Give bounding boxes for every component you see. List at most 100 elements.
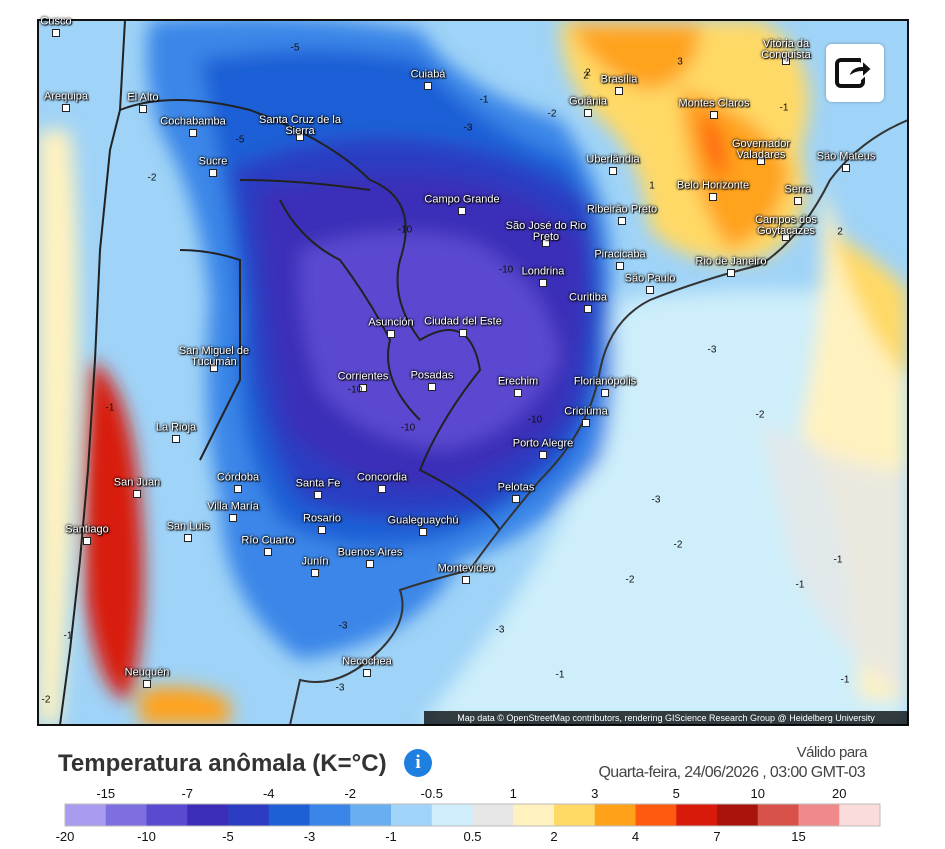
city-marker xyxy=(378,485,386,493)
city-marker xyxy=(757,157,765,165)
city-marker xyxy=(710,111,718,119)
contour-label: -3 xyxy=(338,620,348,632)
city-marker xyxy=(363,669,371,677)
city-marker xyxy=(419,528,427,536)
contour-label: -3 xyxy=(707,344,717,356)
colorbar-tick-label: -4 xyxy=(262,786,275,801)
colorbar-tick-label: -5 xyxy=(222,829,234,844)
contour-label: -2 xyxy=(547,108,557,120)
city-marker xyxy=(210,364,218,372)
share-button[interactable] xyxy=(826,44,884,102)
colorbar-tick-label: -10 xyxy=(137,829,156,844)
colorbar-tick-label: -0.5 xyxy=(420,786,443,801)
city-marker xyxy=(139,105,147,113)
city-label: Santa Cruz de la Sierra xyxy=(259,114,341,137)
city-marker xyxy=(143,680,151,688)
city-label: Florianópolis xyxy=(573,375,637,388)
contour-label: -1 xyxy=(833,554,843,566)
city-label: Montevideo xyxy=(437,562,495,575)
contour-label: -1 xyxy=(105,402,115,414)
city-label: Santa Fe xyxy=(295,477,341,490)
city-label: Córdoba xyxy=(216,471,260,484)
info-button[interactable]: i xyxy=(404,749,432,777)
contour-label: 3 xyxy=(677,56,683,68)
coastline xyxy=(289,119,908,725)
city-marker xyxy=(172,435,180,443)
colorbar-tick-label: -7 xyxy=(181,786,194,801)
city-marker xyxy=(616,262,624,270)
city-marker xyxy=(133,490,141,498)
contour-label: -10 xyxy=(347,384,363,396)
city-marker xyxy=(462,576,470,584)
city-label: Vitória da Conquista xyxy=(761,38,811,61)
city-label: El Alto xyxy=(127,91,159,104)
city-marker xyxy=(539,451,547,459)
city-marker xyxy=(366,560,374,568)
city-label: Campo Grande xyxy=(424,193,500,206)
valid-time: Quarta-feira, 24/06/2026 , 03:00 GMT-03 xyxy=(598,764,865,781)
contour-label: -10 xyxy=(498,264,514,276)
city-marker xyxy=(842,164,850,172)
contour-label: 1 xyxy=(649,180,655,192)
colorbar-tick-label: -1 xyxy=(385,829,397,844)
city-label: Curitiba xyxy=(569,291,607,304)
city-label: Uberlândia xyxy=(586,153,640,166)
city-label: São José do Rio Preto xyxy=(505,220,587,243)
contour-label: -10 xyxy=(527,414,543,426)
borders xyxy=(59,20,501,725)
city-marker xyxy=(189,129,197,137)
city-label: Brasília xyxy=(600,73,638,86)
city-marker xyxy=(584,109,592,117)
city-label: Buenos Aires xyxy=(337,546,403,559)
city-label: Neuquén xyxy=(124,666,170,679)
contour-label: 2 xyxy=(585,67,591,79)
city-label: Asunción xyxy=(368,316,414,329)
city-marker xyxy=(387,330,395,338)
city-label: Londrina xyxy=(521,265,565,278)
attribution: Map data © OpenStreetMap contributors, r… xyxy=(424,711,908,725)
temperature-field xyxy=(38,20,908,725)
city-marker xyxy=(609,167,617,175)
city-marker xyxy=(601,389,609,397)
city-marker xyxy=(229,514,237,522)
city-label: Corrientes xyxy=(337,370,389,383)
contour-label: -3 xyxy=(335,682,345,694)
colorbar-tick-label: 1 xyxy=(509,786,517,801)
contour-label: -3 xyxy=(495,624,505,636)
contour-label: -5 xyxy=(290,42,300,54)
contour-label: -1 xyxy=(479,94,489,106)
contour-label: -10 xyxy=(397,224,413,236)
city-marker xyxy=(83,537,91,545)
city-label: Goiânia xyxy=(569,95,607,108)
contour-label: -1 xyxy=(840,674,850,686)
city-label: Concordia xyxy=(356,471,408,484)
city-label: Gualeguaychú xyxy=(387,514,459,527)
city-label: Criciúma xyxy=(564,405,608,418)
city-label: San Juan xyxy=(113,476,161,489)
city-label: Piracicaba xyxy=(594,248,646,261)
city-label: Rio de Janeiro xyxy=(695,255,767,268)
city-marker xyxy=(311,569,319,577)
colorbar-tick-label: 10 xyxy=(750,786,765,801)
city-marker xyxy=(542,239,550,247)
city-marker xyxy=(318,526,326,534)
contour-label: 2 xyxy=(583,70,589,82)
contour-label: -2 xyxy=(673,539,683,551)
city-label: Ribeirão Preto xyxy=(586,203,658,216)
city-marker xyxy=(428,383,436,391)
city-label: Villa María xyxy=(207,500,259,513)
city-marker xyxy=(582,419,590,427)
contour-label: -5 xyxy=(235,134,245,146)
contour-label: -2 xyxy=(755,409,765,421)
city-label: Arequipa xyxy=(43,90,89,103)
city-marker xyxy=(62,104,70,112)
city-marker xyxy=(424,82,432,90)
colorbar-tick-label: 7 xyxy=(713,829,721,844)
share-icon xyxy=(835,57,874,88)
contour-label: -1 xyxy=(795,579,805,591)
contour-label: -1 xyxy=(63,630,73,642)
city-label: São Mateus xyxy=(816,150,876,163)
city-marker xyxy=(794,197,802,205)
city-label: Cusco xyxy=(40,15,72,28)
